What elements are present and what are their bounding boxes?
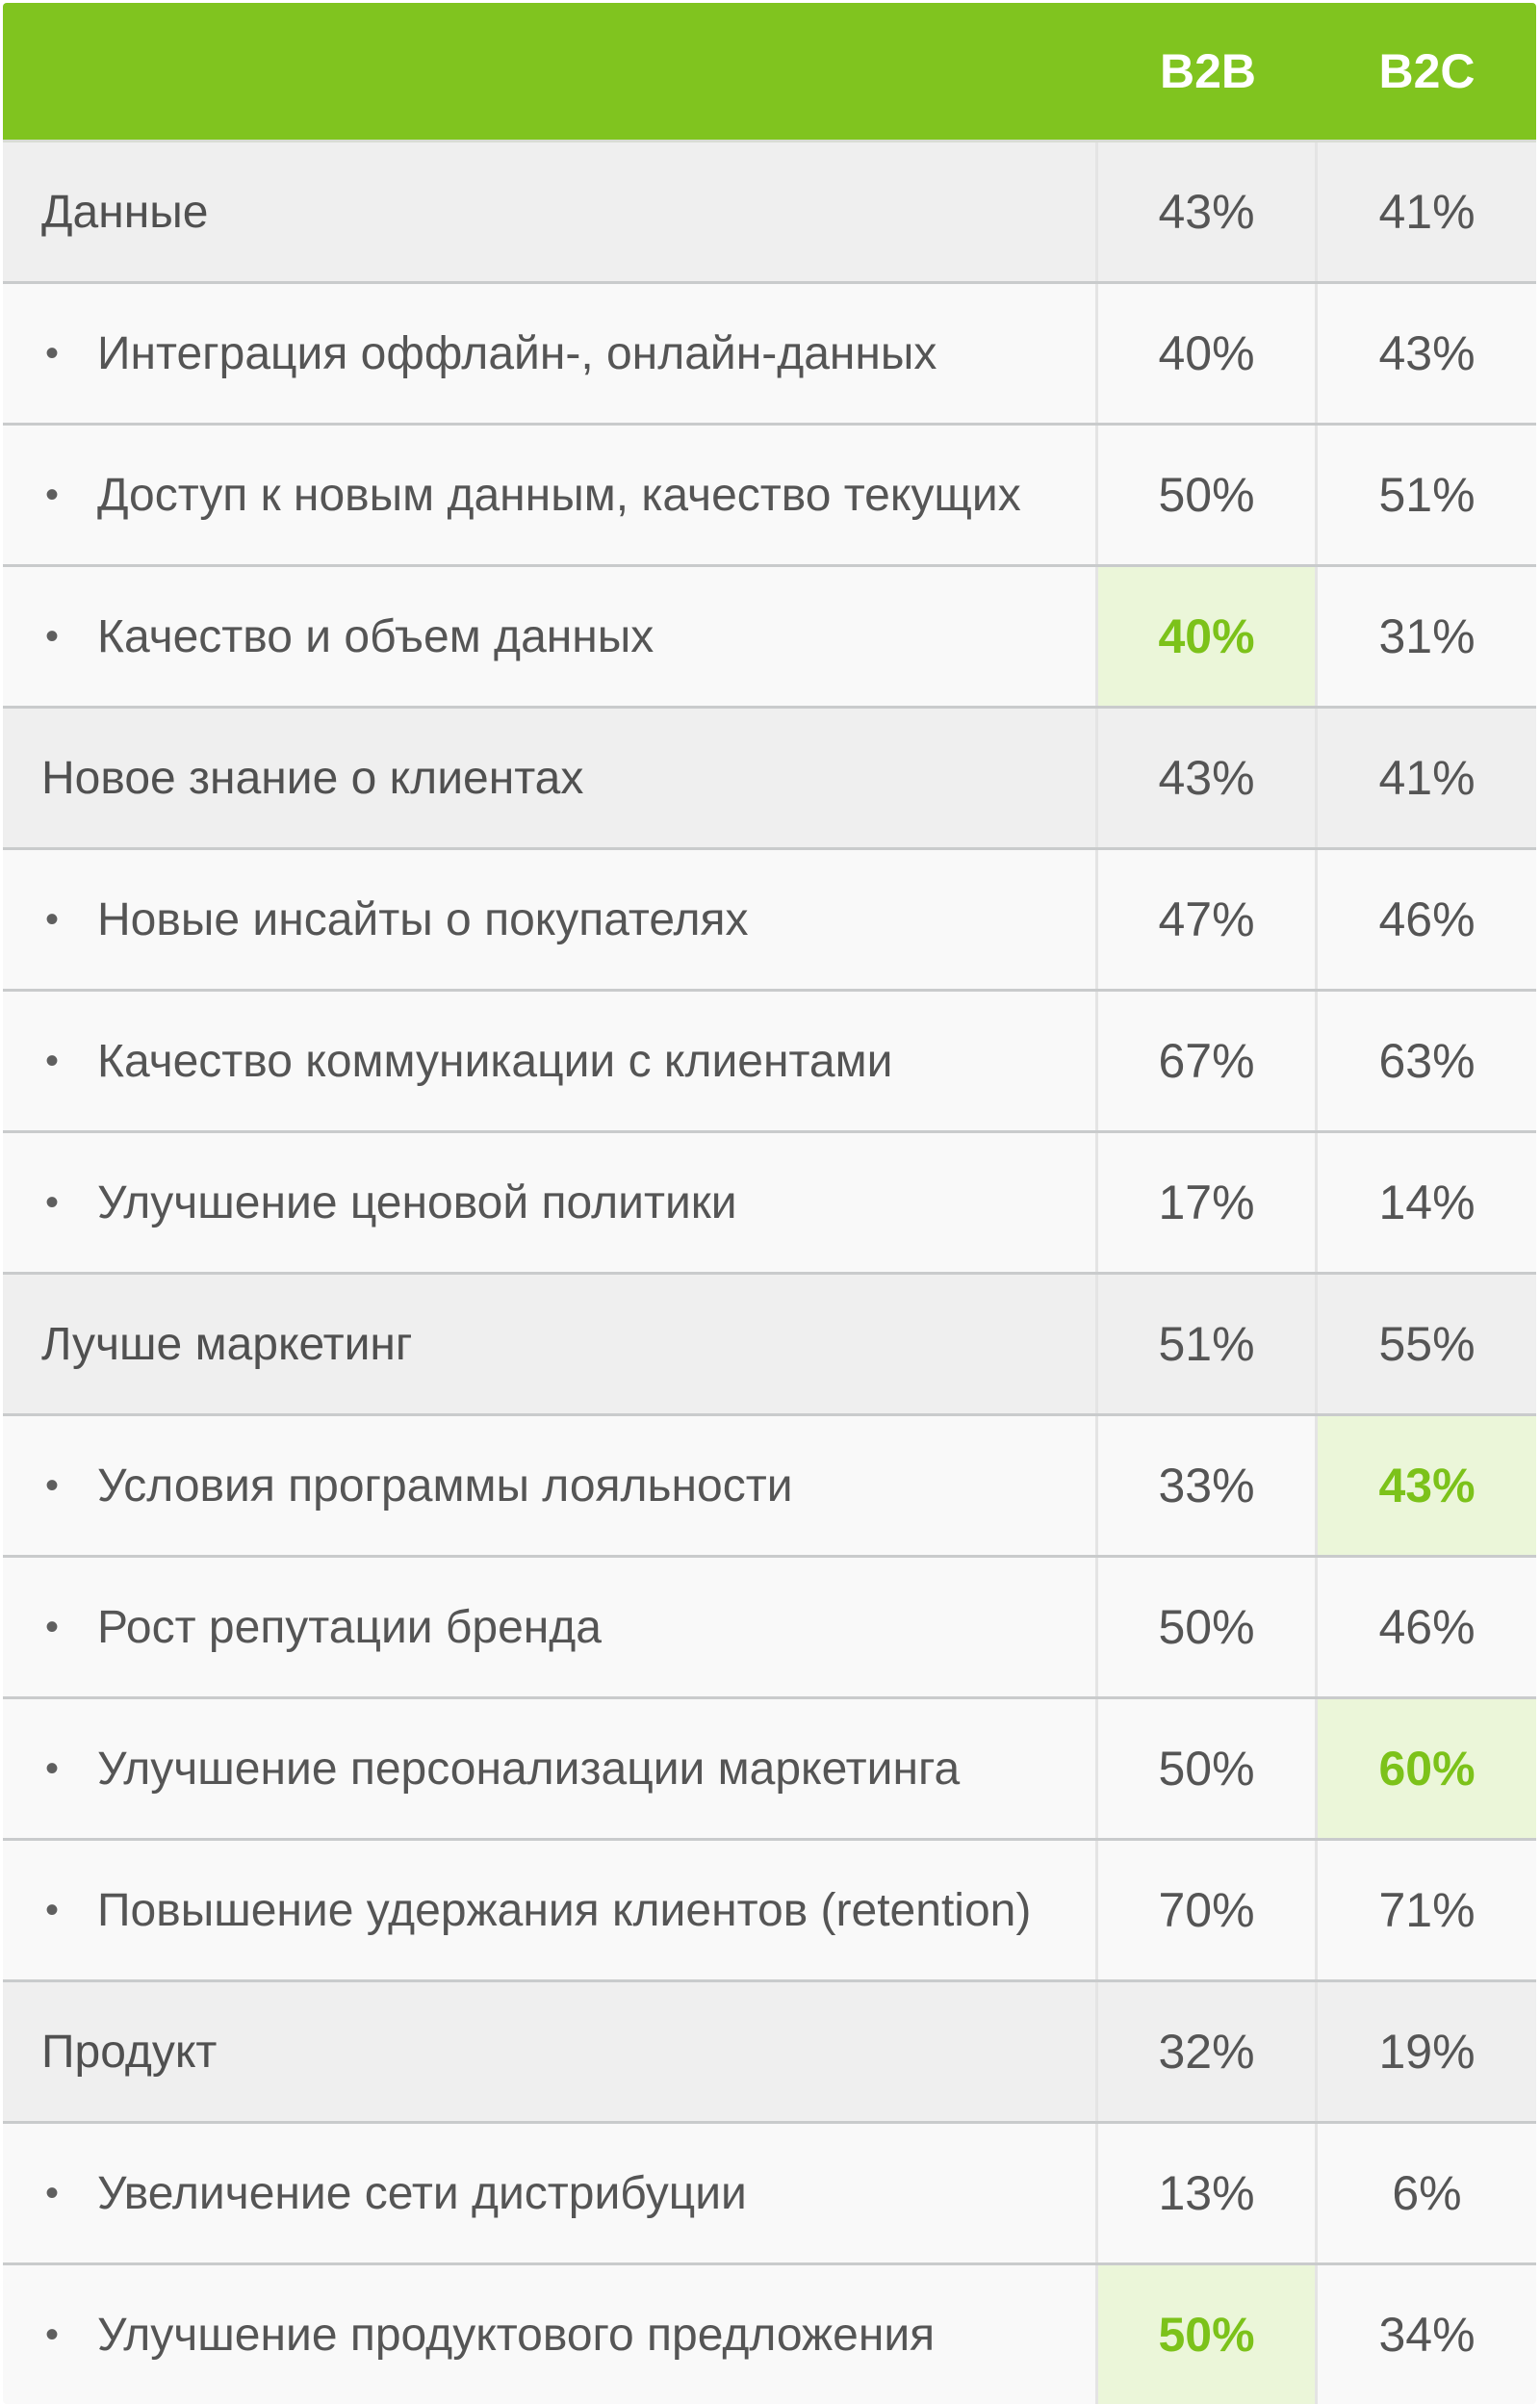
- row-label: Интеграция оффлайн-, онлайн-данных: [97, 327, 937, 379]
- bullet-icon: •: [45, 1039, 60, 1082]
- b2b-value: 50%: [1098, 2265, 1318, 2404]
- row-label: Условия программы лояльности: [97, 1460, 793, 1512]
- b2c-value: 43%: [1318, 1416, 1536, 1555]
- row-label-cell: Лучше маркетинг: [3, 1275, 1098, 1413]
- row-label: Доступ к новым данным, качество текущих: [97, 469, 1021, 521]
- b2b-value: 43%: [1098, 709, 1318, 847]
- row-label: Повышение удержания клиентов (retention): [97, 1884, 1032, 1936]
- b2b-value: 50%: [1098, 1558, 1318, 1696]
- row-label-cell: Новое знание о клиентах: [3, 709, 1098, 847]
- item-row: • Интеграция оффлайн-, онлайн-данных 40% 43…: [3, 284, 1536, 426]
- b2b-value: 67%: [1098, 992, 1318, 1130]
- b2b-value: 32%: [1098, 1982, 1318, 2121]
- row-label: Улучшение ценовой политики: [97, 1176, 737, 1228]
- item-row: • Условия программы лояльности 33% 43%: [3, 1416, 1536, 1558]
- b2b-value: 47%: [1098, 850, 1318, 989]
- item-row: • Улучшение ценовой политики 17% 14%: [3, 1133, 1536, 1275]
- b2b-value: 51%: [1098, 1275, 1318, 1413]
- item-row: • Новые инсайты о покупателях 47% 46%: [3, 850, 1536, 992]
- row-label-cell: • Повышение удержания клиентов (retention…: [3, 1841, 1098, 1979]
- b2c-value: 46%: [1378, 892, 1476, 946]
- row-label: Рост репутации бренда: [97, 1601, 602, 1653]
- row-label-cell: • Новые инсайты о покупателях: [3, 850, 1098, 989]
- row-label: Увеличение сети дистрибуции: [97, 2167, 747, 2219]
- row-label-cell: Данные: [3, 142, 1098, 281]
- b2c-value: 19%: [1378, 2025, 1476, 2079]
- b2c-value: 60%: [1318, 1699, 1536, 1838]
- row-label-cell: • Увеличение сети дистрибуции: [3, 2124, 1098, 2262]
- row-label: Продукт: [41, 2026, 218, 2078]
- item-row: • Улучшение персонализации маркетинга 50% 6…: [3, 1699, 1536, 1841]
- row-label: Новое знание о клиентах: [41, 752, 584, 804]
- bullet-icon: •: [45, 1605, 60, 1648]
- group-row: Данные 43% 41%: [3, 142, 1536, 284]
- b2c-value: 41%: [1378, 185, 1476, 239]
- b2b-value: 50%: [1098, 1699, 1318, 1838]
- header-empty-cell: [3, 3, 1098, 140]
- row-label: Улучшение продуктового предложения: [97, 2309, 936, 2361]
- row-label: Данные: [41, 186, 209, 238]
- row-label-cell: • Улучшение продуктового предложения: [3, 2265, 1098, 2404]
- row-label-cell: Продукт: [3, 1982, 1098, 2121]
- b2b-value: 17%: [1098, 1133, 1318, 1272]
- row-label-cell: • Улучшение ценовой политики: [3, 1133, 1098, 1272]
- row-label-cell: • Улучшение персонализации маркетинга: [3, 1699, 1098, 1838]
- bullet-icon: •: [45, 331, 60, 375]
- table-body: Данные 43% 41% • Интеграция оффлайн-, онлайн…: [3, 142, 1536, 2404]
- bullet-icon: •: [45, 1746, 60, 1790]
- b2c-value: 41%: [1378, 751, 1476, 805]
- item-row: • Рост репутации бренда 50% 46%: [3, 1558, 1536, 1699]
- item-row: • Улучшение продуктового предложения 50% 34…: [3, 2265, 1536, 2404]
- header-b2c: B2C: [1378, 44, 1476, 98]
- row-label: Качество коммуникации с клиентами: [97, 1035, 893, 1087]
- b2c-value: 43%: [1378, 326, 1476, 380]
- bullet-icon: •: [45, 1180, 60, 1224]
- b2b-value: 33%: [1098, 1416, 1318, 1555]
- bullet-icon: •: [45, 2171, 60, 2214]
- row-label-cell: • Качество коммуникации с клиентами: [3, 992, 1098, 1130]
- b2b-value: 50%: [1098, 426, 1318, 564]
- group-row: Новое знание о клиентах 43% 41%: [3, 709, 1536, 850]
- row-label-cell: • Доступ к новым данным, качество текущих: [3, 426, 1098, 564]
- b2c-value: 55%: [1378, 1317, 1476, 1371]
- header-b2b: B2B: [1159, 44, 1257, 98]
- b2c-value: 31%: [1378, 609, 1476, 663]
- row-label: Улучшение персонализации маркетинга: [97, 1743, 961, 1795]
- item-row: • Доступ к новым данным, качество текущих…: [3, 426, 1536, 567]
- group-row: Продукт 32% 19%: [3, 1982, 1536, 2124]
- b2b-value: 13%: [1098, 2124, 1318, 2262]
- comparison-table: B2B B2C Данные 43% 41% • Интеграция оффлайн-…: [3, 3, 1536, 2404]
- row-label-cell: • Интеграция оффлайн-, онлайн-данных: [3, 284, 1098, 423]
- bullet-icon: •: [45, 473, 60, 516]
- group-row: Лучше маркетинг 51% 55%: [3, 1275, 1536, 1416]
- bullet-icon: •: [45, 897, 60, 941]
- b2c-value: 63%: [1378, 1034, 1476, 1088]
- bullet-icon: •: [45, 1463, 60, 1507]
- b2c-value: 51%: [1378, 468, 1476, 522]
- row-label-cell: • Рост репутации бренда: [3, 1558, 1098, 1696]
- b2b-value: 70%: [1098, 1841, 1318, 1979]
- b2b-value: 40%: [1098, 567, 1318, 706]
- row-label: Новые инсайты о покупателях: [97, 893, 749, 945]
- bullet-icon: •: [45, 2313, 60, 2356]
- item-row: • Качество и объем данных 40% 31%: [3, 567, 1536, 709]
- item-row: • Увеличение сети дистрибуции 13% 6%: [3, 2124, 1536, 2265]
- row-label: Качество и объем данных: [97, 610, 654, 662]
- table-header: B2B B2C: [3, 3, 1536, 142]
- item-row: • Качество коммуникации с клиентами 67% 63%: [3, 992, 1536, 1133]
- b2c-value: 46%: [1378, 1600, 1476, 1654]
- b2b-value: 40%: [1098, 284, 1318, 423]
- row-label-cell: • Качество и объем данных: [3, 567, 1098, 706]
- row-label-cell: • Условия программы лояльности: [3, 1416, 1098, 1555]
- item-row: • Повышение удержания клиентов (retention…: [3, 1841, 1536, 1982]
- row-label: Лучше маркетинг: [41, 1318, 413, 1370]
- b2c-value: 6%: [1392, 2166, 1462, 2220]
- b2c-value: 71%: [1378, 1883, 1476, 1937]
- b2c-value: 14%: [1378, 1176, 1476, 1229]
- b2c-value: 34%: [1378, 2308, 1476, 2362]
- bullet-icon: •: [45, 1888, 60, 1931]
- bullet-icon: •: [45, 614, 60, 658]
- b2b-value: 43%: [1098, 142, 1318, 281]
